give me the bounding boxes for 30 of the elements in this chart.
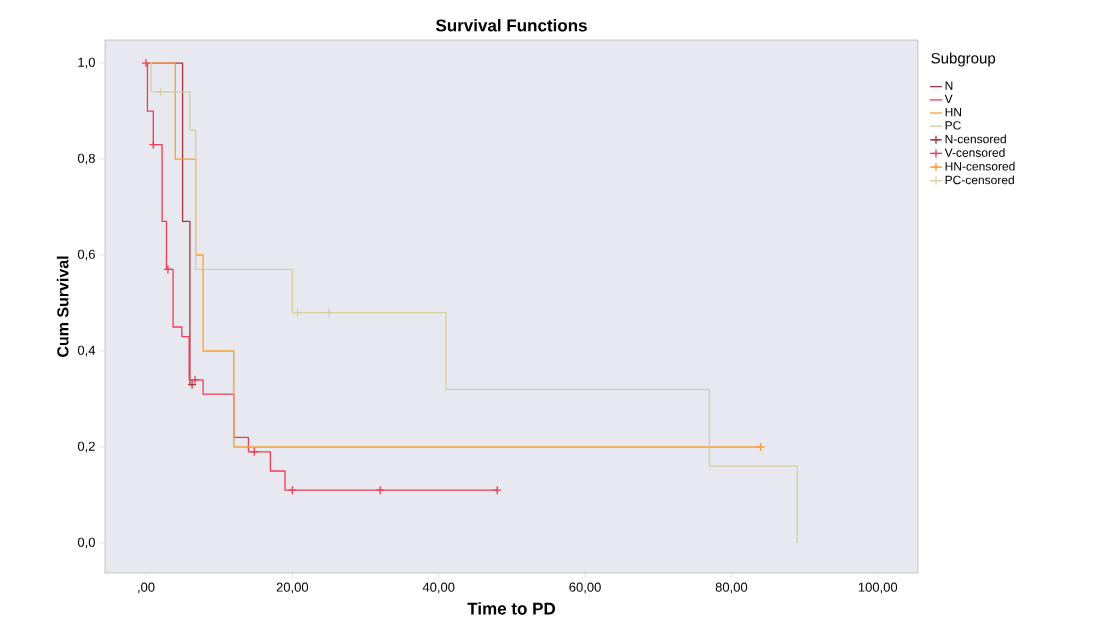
legend-label: V-censored	[944, 148, 1005, 157]
x-tick-label: 40,00	[422, 582, 455, 594]
y-axis-title: Cum Survival	[56, 256, 69, 357]
point	[190, 375, 200, 385]
legend-label: N-censored	[945, 134, 1006, 144]
chart-title: Survival Functions	[435, 18, 587, 32]
x-tick-label: 80,00	[715, 582, 748, 594]
legend-label: PC	[945, 121, 961, 130]
point	[163, 264, 173, 275]
x-tick-label: 100,00	[858, 582, 898, 594]
y-tick-label: 1,0	[78, 57, 95, 69]
legend-label: HN	[945, 107, 961, 117]
x-axis-title: Time to PD	[467, 602, 556, 615]
y-tick-label: 0,8	[77, 153, 95, 165]
y-tick-label: 0,2	[77, 441, 95, 453]
point	[141, 58, 151, 68]
legend-label: V	[944, 94, 953, 103]
x-tick-label: 60,00	[569, 582, 601, 594]
y-tick-label: 0,6	[77, 249, 95, 261]
y-tick-label: 0,4	[77, 345, 96, 357]
x-tick-label: ,00	[138, 582, 155, 594]
point	[756, 442, 766, 452]
legend-title: Subgroup	[931, 52, 996, 67]
point	[324, 307, 334, 318]
x-tick-label: 20,00	[276, 582, 309, 594]
legend-label: PC-censored	[945, 175, 1014, 185]
legend-label: HN-censored	[945, 161, 1015, 171]
legend-label: N	[945, 81, 953, 90]
y-tick-label: 0,0	[77, 537, 95, 549]
point	[187, 379, 197, 390]
